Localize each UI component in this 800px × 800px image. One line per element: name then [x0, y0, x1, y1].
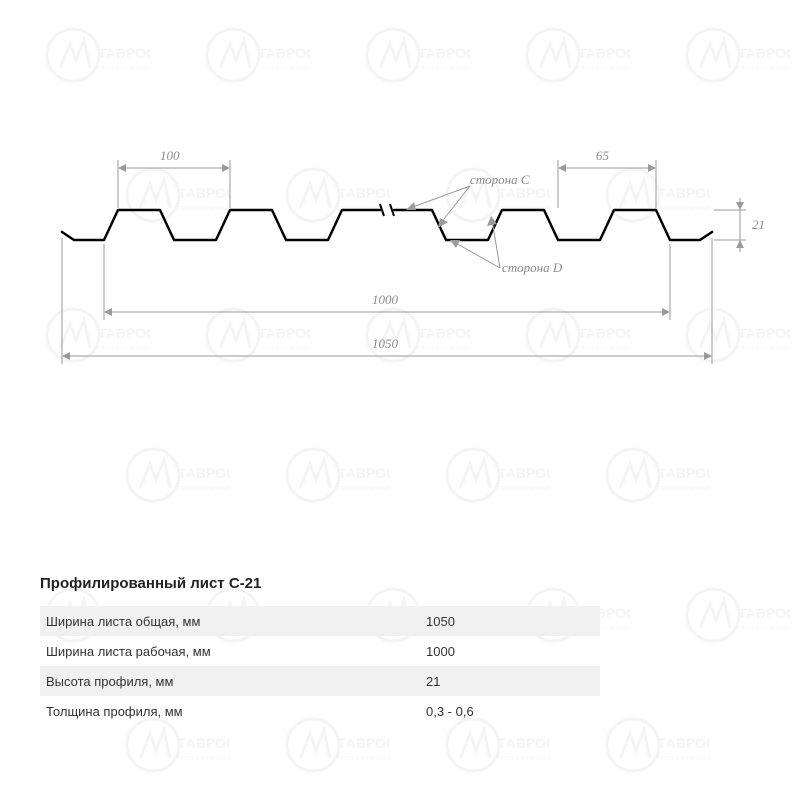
svg-text:ГРУППА КОМПАНИЙ: ГРУППА КОМПАНИЙ	[498, 484, 550, 492]
dim-1000-label: 1000	[372, 292, 398, 308]
svg-text:ТАВРОС: ТАВРОС	[738, 45, 790, 61]
svg-text:ГРУППА КОМПАНИЙ: ГРУППА КОМПАНИЙ	[738, 64, 790, 72]
svg-text:ГРУППА КОМПАНИЙ: ГРУППА КОМПАНИЙ	[98, 64, 150, 72]
spec-label: Высота профиля, мм	[40, 674, 426, 689]
spec-row: Ширина листа рабочая, мм 1000	[40, 636, 600, 666]
profile-diagram: 100 65 21 1000 1050 сторона С сторона D	[0, 120, 800, 420]
svg-text:ТАВРОС: ТАВРОС	[418, 45, 470, 61]
spec-table: Профилированный лист С-21 Ширина листа о…	[40, 575, 600, 726]
svg-text:ТАВРОС: ТАВРОС	[258, 45, 310, 61]
side-d-leaders	[450, 216, 500, 268]
spec-title: Профилированный лист С-21	[40, 575, 600, 592]
svg-text:ТАВРОС: ТАВРОС	[498, 465, 550, 481]
spec-value: 0,3 - 0,6	[426, 704, 546, 719]
svg-text:ГРУППА КОМПАНИЙ: ГРУППА КОМПАНИЙ	[178, 484, 230, 492]
spec-label: Толщина профиля, мм	[40, 704, 426, 719]
spec-value: 21	[426, 674, 546, 689]
svg-text:ГРУППА КОМПАНИЙ: ГРУППА КОМПАНИЙ	[498, 754, 550, 762]
spec-value: 1000	[426, 644, 546, 659]
svg-text:ГРУППА КОМПАНИЙ: ГРУППА КОМПАНИЙ	[258, 64, 310, 72]
dim-21	[714, 198, 746, 252]
svg-text:ГРУППА КОМПАНИЙ: ГРУППА КОМПАНИЙ	[578, 64, 630, 72]
side-c-label: сторона С	[470, 172, 530, 188]
spec-label: Ширина листа общая, мм	[40, 614, 426, 629]
spec-row: Толщина профиля, мм 0,3 - 0,6	[40, 696, 600, 726]
svg-text:ТАВРОС: ТАВРОС	[658, 465, 710, 481]
svg-text:ГРУППА КОМПАНИЙ: ГРУППА КОМПАНИЙ	[658, 754, 710, 762]
spec-row: Ширина листа общая, мм 1050	[40, 606, 600, 636]
dim-21-label: 21	[752, 217, 765, 233]
dim-65-label: 65	[596, 148, 609, 164]
svg-text:ГРУППА КОМПАНИЙ: ГРУППА КОМПАНИЙ	[738, 624, 790, 632]
svg-text:ТАВРОС: ТАВРОС	[98, 45, 150, 61]
svg-text:ТАВРОС: ТАВРОС	[338, 465, 390, 481]
svg-text:ГРУППА КОМПАНИЙ: ГРУППА КОМПАНИЙ	[338, 754, 390, 762]
dim-1050-label: 1050	[372, 336, 398, 352]
spec-row: Высота профиля, мм 21	[40, 666, 600, 696]
dim-100-label: 100	[160, 148, 180, 164]
dim-1000	[104, 244, 670, 320]
svg-text:ГРУППА КОМПАНИЙ: ГРУППА КОМПАНИЙ	[418, 64, 470, 72]
dim-65	[558, 160, 656, 208]
profile-path-left	[62, 210, 380, 240]
spec-value: 1050	[426, 614, 546, 629]
svg-text:ТАВРОС: ТАВРОС	[498, 735, 550, 751]
side-d-label: сторона D	[502, 260, 562, 276]
svg-text:ТАВРОС: ТАВРОС	[338, 735, 390, 751]
svg-text:ТАВРОС: ТАВРОС	[178, 465, 230, 481]
svg-text:ГРУППА КОМПАНИЙ: ГРУППА КОМПАНИЙ	[338, 484, 390, 492]
svg-text:ГРУППА КОМПАНИЙ: ГРУППА КОМПАНИЙ	[658, 484, 710, 492]
svg-text:ТАВРОС: ТАВРОС	[178, 735, 230, 751]
svg-text:ГРУППА КОМПАНИЙ: ГРУППА КОМПАНИЙ	[178, 754, 230, 762]
svg-text:ТАВРОС: ТАВРОС	[738, 605, 790, 621]
break-mark	[380, 204, 394, 216]
spec-label: Ширина листа рабочая, мм	[40, 644, 426, 659]
svg-text:ТАВРОС: ТАВРОС	[578, 45, 630, 61]
dim-100	[118, 160, 230, 208]
svg-text:ТАВРОС: ТАВРОС	[658, 735, 710, 751]
